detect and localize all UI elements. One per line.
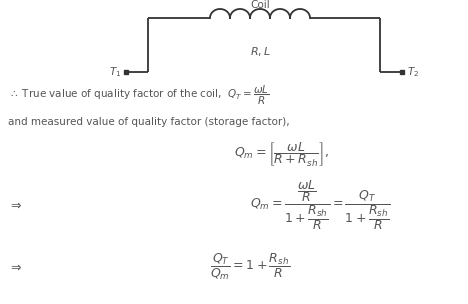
Text: $Q_m = \left[\dfrac{\omega L}{R + R_{sh}}\right],$: $Q_m = \left[\dfrac{\omega L}{R + R_{sh}… (234, 141, 329, 169)
Text: $T_1$: $T_1$ (109, 65, 121, 79)
Text: $\therefore$ True value of quality factor of the coil,  $Q_T = \dfrac{\omega L}{: $\therefore$ True value of quality facto… (8, 83, 270, 107)
Text: $R, L$: $R, L$ (249, 46, 271, 58)
Text: $\dfrac{Q_T}{Q_m} = 1 + \dfrac{R_{sh}}{R}$: $\dfrac{Q_T}{Q_m} = 1 + \dfrac{R_{sh}}{R… (210, 252, 290, 282)
Text: $Q_m = \dfrac{\dfrac{\omega L}{R}}{1+\dfrac{R_{sh}}{R}} = \dfrac{Q_T}{1+\dfrac{R: $Q_m = \dfrac{\dfrac{\omega L}{R}}{1+\df… (250, 178, 391, 232)
Text: Coil: Coil (250, 0, 270, 10)
Text: and measured value of quality factor (storage factor),: and measured value of quality factor (st… (8, 117, 290, 127)
Text: $\Rightarrow$: $\Rightarrow$ (8, 261, 22, 274)
Text: $\Rightarrow$: $\Rightarrow$ (8, 199, 22, 212)
Text: $T_2$: $T_2$ (407, 65, 419, 79)
